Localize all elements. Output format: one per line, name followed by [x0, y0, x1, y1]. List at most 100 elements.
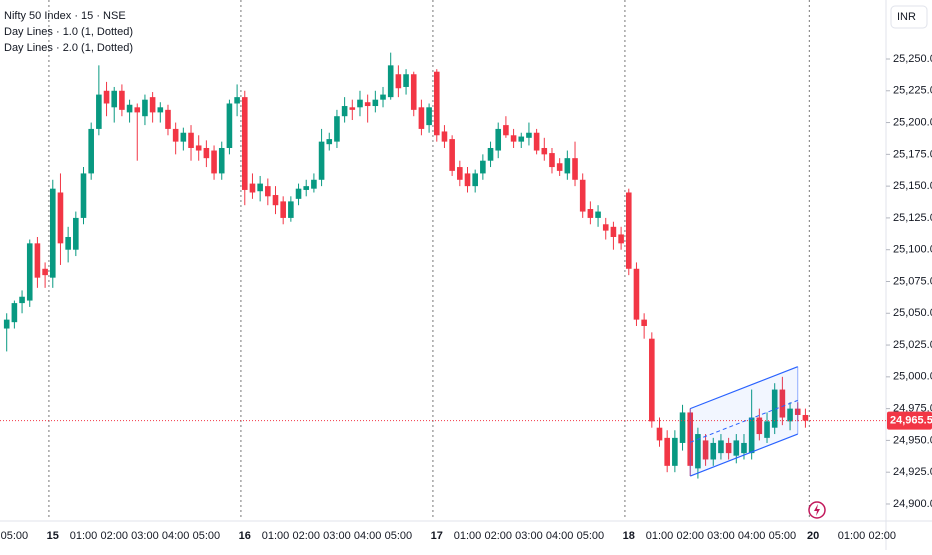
candle-body	[426, 107, 432, 126]
candle-body	[80, 173, 87, 218]
indicator-label: Day Lines · 2.0 (1, Dotted)	[4, 42, 133, 54]
candle-body	[88, 128, 94, 174]
candle-body	[541, 147, 548, 155]
plot-area	[0, 0, 886, 520]
candle-body	[725, 442, 732, 454]
x-tick-label: 04:00	[162, 530, 190, 542]
candle-body	[510, 135, 517, 142]
candle-body	[119, 90, 125, 110]
candle-body	[226, 103, 233, 148]
x-tick-label: 05:00	[193, 530, 221, 542]
candle-body	[165, 109, 171, 129]
alert-icon[interactable]	[808, 501, 826, 519]
y-tick-label: 25,125.00	[893, 212, 932, 224]
y-tick-label: 24,925.00	[893, 466, 932, 478]
x-tick-label: 02:00	[868, 530, 896, 542]
candle-body	[503, 125, 509, 136]
candle-body	[787, 408, 793, 422]
candle-body	[679, 412, 686, 443]
candle-body	[157, 107, 164, 113]
candle-body	[418, 107, 425, 129]
y-tick-label: 24,900.00	[893, 498, 932, 510]
candle-body	[564, 158, 571, 174]
x-tick-label: 15	[47, 530, 59, 542]
candle-body	[472, 173, 478, 187]
candle-body	[134, 107, 141, 113]
candle-body	[234, 97, 240, 104]
x-tick-label: 18	[623, 530, 635, 542]
x-tick-label: 04:00	[738, 530, 766, 542]
candle-body	[433, 71, 440, 136]
candle-body	[19, 296, 25, 304]
candle-body	[73, 217, 79, 250]
candle-body	[533, 132, 540, 151]
candle-body	[695, 434, 701, 469]
currency-label[interactable]: INR	[897, 11, 916, 23]
candle-body	[203, 147, 210, 159]
candle-body	[733, 440, 740, 456]
x-tick-label: 05:00	[577, 530, 605, 542]
candle-body	[410, 74, 417, 110]
candle-body	[111, 90, 118, 108]
candle-body	[756, 417, 763, 435]
candle-body	[26, 243, 33, 301]
x-tick-label: 01:00	[646, 530, 674, 542]
candle-body	[387, 65, 394, 98]
candle-body	[464, 173, 471, 187]
x-tick-label: 01:00	[454, 530, 482, 542]
x-tick-label: 05:00	[769, 530, 797, 542]
x-tick-label: 02:00	[100, 530, 128, 542]
candle-body	[641, 319, 647, 326]
x-tick-label: 03:00	[131, 530, 159, 542]
candle-body	[741, 442, 747, 454]
candle-body	[126, 104, 133, 113]
candle-body	[288, 201, 294, 218]
y-tick-label: 24,975.00	[893, 403, 932, 415]
candle-body	[625, 192, 632, 269]
candle-body	[579, 179, 586, 212]
channel-upper	[690, 366, 798, 410]
y-tick-label: 25,075.00	[893, 275, 932, 287]
indicator-label: Day Lines · 1.0 (1, Dotted)	[4, 26, 133, 38]
candle-body	[480, 160, 486, 174]
candle-body	[326, 139, 333, 145]
candle-body	[380, 94, 386, 100]
candle-body	[587, 209, 594, 218]
currency-button[interactable]	[890, 5, 928, 29]
candle-body	[3, 319, 10, 329]
candle-body	[764, 421, 770, 438]
candle-body	[218, 147, 225, 174]
candle-body	[211, 150, 217, 174]
candle-body	[295, 188, 302, 199]
candle-body	[341, 106, 348, 117]
candle-body	[49, 188, 56, 278]
candle-body	[672, 437, 678, 466]
last-price-box	[887, 411, 932, 430]
x-tick-label: 02:00	[484, 530, 512, 542]
candle-body	[602, 224, 609, 231]
candle-body	[34, 243, 41, 278]
candle-body	[96, 94, 102, 129]
y-tick-label: 25,200.00	[893, 116, 932, 128]
candle-body	[771, 389, 778, 428]
x-tick-label: 02:00	[292, 530, 320, 542]
candle-body	[702, 440, 709, 460]
candle-body	[649, 338, 655, 422]
y-tick-label: 25,100.00	[893, 244, 932, 256]
candle-body	[664, 437, 670, 466]
candle-body	[487, 147, 494, 161]
candle-body	[441, 131, 448, 142]
y-tick-label: 25,050.00	[893, 307, 932, 319]
candle-body	[518, 136, 525, 142]
candle-body	[633, 268, 640, 320]
candle-body	[403, 74, 409, 87]
y-tick-label: 25,225.00	[893, 85, 932, 97]
candle-body	[526, 132, 532, 138]
x-tick-label: 03:00	[707, 530, 735, 542]
candle-body	[748, 417, 755, 454]
candle-body	[718, 440, 724, 454]
candle-body	[357, 99, 363, 108]
candle-body	[257, 183, 263, 192]
candle-body	[65, 236, 71, 250]
